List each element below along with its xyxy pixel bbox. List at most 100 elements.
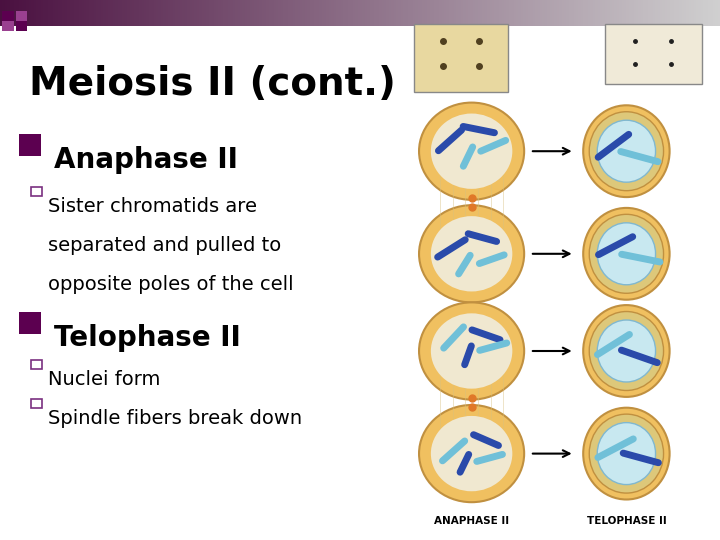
Bar — [655, 0, 657, 26]
Bar — [19, 0, 22, 26]
Bar — [192, 0, 194, 26]
Bar — [614, 0, 617, 26]
Bar — [266, 0, 269, 26]
Bar — [149, 0, 151, 26]
Bar — [130, 0, 132, 26]
Bar — [362, 0, 365, 26]
Bar — [405, 0, 408, 26]
Bar — [547, 0, 549, 26]
Bar — [540, 0, 542, 26]
Bar — [185, 0, 187, 26]
Bar — [477, 0, 480, 26]
Bar — [418, 0, 420, 26]
Bar — [74, 0, 77, 26]
Bar — [276, 0, 279, 26]
Bar — [562, 0, 564, 26]
Bar — [163, 0, 166, 26]
Bar — [523, 0, 526, 26]
Bar — [106, 0, 108, 26]
Bar — [254, 0, 257, 26]
Bar — [31, 0, 34, 26]
Bar — [240, 0, 243, 26]
Bar — [648, 0, 650, 26]
Bar — [211, 0, 214, 26]
Bar — [235, 0, 238, 26]
Bar — [420, 0, 423, 26]
Ellipse shape — [583, 305, 670, 397]
Bar — [312, 0, 315, 26]
Ellipse shape — [583, 105, 670, 197]
Bar — [290, 0, 293, 26]
Bar — [718, 0, 720, 26]
Bar — [81, 0, 84, 26]
Bar — [31, 360, 42, 369]
Bar — [24, 0, 27, 26]
Bar — [689, 0, 691, 26]
Bar — [36, 0, 38, 26]
Bar — [295, 0, 297, 26]
Bar — [511, 0, 513, 26]
Ellipse shape — [589, 312, 664, 390]
Bar — [209, 0, 211, 26]
Bar — [197, 0, 199, 26]
Bar — [245, 0, 247, 26]
Ellipse shape — [598, 423, 655, 484]
Text: separated and pulled to: separated and pulled to — [48, 236, 282, 255]
Bar — [216, 0, 218, 26]
Bar — [173, 0, 175, 26]
Bar — [490, 0, 492, 26]
Bar — [391, 0, 394, 26]
Bar — [132, 0, 135, 26]
Bar — [53, 0, 55, 26]
Bar — [225, 0, 228, 26]
Bar — [456, 0, 459, 26]
Bar — [252, 0, 254, 26]
Bar — [243, 0, 245, 26]
Bar — [574, 0, 576, 26]
Bar — [482, 0, 485, 26]
Bar — [706, 0, 708, 26]
Bar — [369, 0, 372, 26]
Bar — [528, 0, 531, 26]
Bar — [588, 0, 590, 26]
Bar — [595, 0, 598, 26]
Bar — [135, 0, 137, 26]
Bar — [698, 0, 701, 26]
Bar — [161, 0, 163, 26]
Bar — [590, 0, 593, 26]
Bar — [122, 0, 125, 26]
Bar — [585, 0, 588, 26]
Bar — [535, 0, 538, 26]
Ellipse shape — [431, 113, 513, 189]
Bar — [283, 0, 286, 26]
Bar — [146, 0, 149, 26]
Bar — [31, 399, 42, 408]
Bar — [307, 0, 310, 26]
Bar — [468, 0, 470, 26]
Bar — [619, 0, 621, 26]
Bar — [221, 0, 223, 26]
Text: ANAPHASE II: ANAPHASE II — [434, 516, 509, 526]
Bar — [713, 0, 715, 26]
Bar — [653, 0, 655, 26]
Bar — [29, 0, 31, 26]
Bar — [2, 0, 5, 26]
Bar — [571, 0, 574, 26]
Bar — [384, 0, 387, 26]
Bar — [703, 0, 706, 26]
Bar — [439, 0, 441, 26]
Bar — [454, 0, 456, 26]
Bar — [202, 0, 204, 26]
Bar — [151, 0, 153, 26]
Bar — [394, 0, 396, 26]
Bar — [180, 0, 182, 26]
Bar — [326, 0, 329, 26]
Bar — [70, 0, 72, 26]
Bar — [264, 0, 266, 26]
Ellipse shape — [431, 416, 513, 491]
Text: Anaphase II: Anaphase II — [54, 146, 238, 174]
Bar — [341, 0, 343, 26]
Bar — [228, 0, 230, 26]
Bar — [396, 0, 398, 26]
Bar — [199, 0, 202, 26]
